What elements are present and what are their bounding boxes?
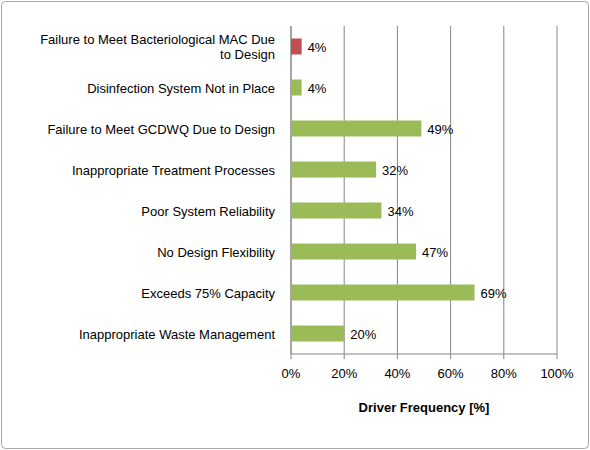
category-label: Inappropriate Waste Management [79, 327, 275, 342]
bar [291, 285, 475, 301]
bars [291, 39, 475, 342]
data-label: 34% [387, 204, 413, 219]
category-label-line: Inappropriate Waste Management [79, 327, 275, 342]
bar [291, 244, 416, 260]
y-axis-line [291, 26, 292, 354]
category-label: Disinfection System Not in Place [87, 81, 275, 96]
category-label: Failure to Meet GCDWQ Due to Design [47, 122, 275, 137]
tick-mark [450, 354, 451, 359]
data-label: 69% [481, 286, 507, 301]
tick-label: 20% [331, 366, 357, 381]
data-label: 4% [308, 40, 327, 55]
category-label-line: Poor System Reliability [141, 204, 275, 219]
x-axis-line [291, 354, 557, 355]
category-label: Failure to Meet Bacteriological MAC Duet… [40, 32, 275, 62]
chart: 0% 20% 40% 60% 80% 100% 4% 4% 49% 32% 34% 47% 69% 20%… [0, 0, 590, 450]
category-label-line: Failure to Meet Bacteriological MAC Due [40, 32, 275, 47]
data-label: 47% [422, 245, 448, 260]
tick-label: 60% [438, 366, 464, 381]
grid-line [557, 26, 558, 354]
grid-line [397, 26, 398, 354]
category-label-line: to Design [220, 47, 275, 62]
data-label: 20% [350, 327, 376, 342]
category-label: Poor System Reliability [141, 204, 275, 219]
category-label: No Design Flexibility [157, 245, 275, 260]
x-axis-title: Driver Frequency [%] [359, 400, 490, 415]
category-label-line: Disinfection System Not in Place [87, 81, 275, 96]
tick-label: 80% [491, 366, 517, 381]
tick-mark [291, 354, 292, 359]
data-label: 4% [308, 81, 327, 96]
tick-mark [344, 354, 345, 359]
category-label-line: Failure to Meet GCDWQ Due to Design [47, 122, 275, 137]
chart-frame [2, 2, 589, 449]
category-label: Exceeds 75% Capacity [141, 286, 275, 301]
bar [291, 162, 376, 178]
bar [291, 326, 344, 342]
category-label-line: Inappropriate Treatment Processes [72, 163, 276, 178]
grid-line [344, 26, 345, 354]
data-label: 32% [382, 163, 408, 178]
bar [291, 203, 381, 219]
tick-mark [557, 354, 558, 359]
grid-line [291, 26, 292, 354]
data-label: 49% [427, 122, 453, 137]
category-label-line: Exceeds 75% Capacity [141, 286, 275, 301]
tick-mark [397, 354, 398, 359]
tick-label: 40% [384, 366, 410, 381]
tick-mark [503, 354, 504, 359]
tick-label: 0% [282, 366, 301, 381]
category-label-line: No Design Flexibility [157, 245, 275, 260]
bar [291, 80, 302, 96]
bar [291, 39, 302, 55]
grid-line [503, 26, 504, 354]
grid-line [450, 26, 451, 354]
category-label: Inappropriate Treatment Processes [72, 163, 276, 178]
bar [291, 121, 421, 137]
tick-label: 100% [540, 366, 574, 381]
